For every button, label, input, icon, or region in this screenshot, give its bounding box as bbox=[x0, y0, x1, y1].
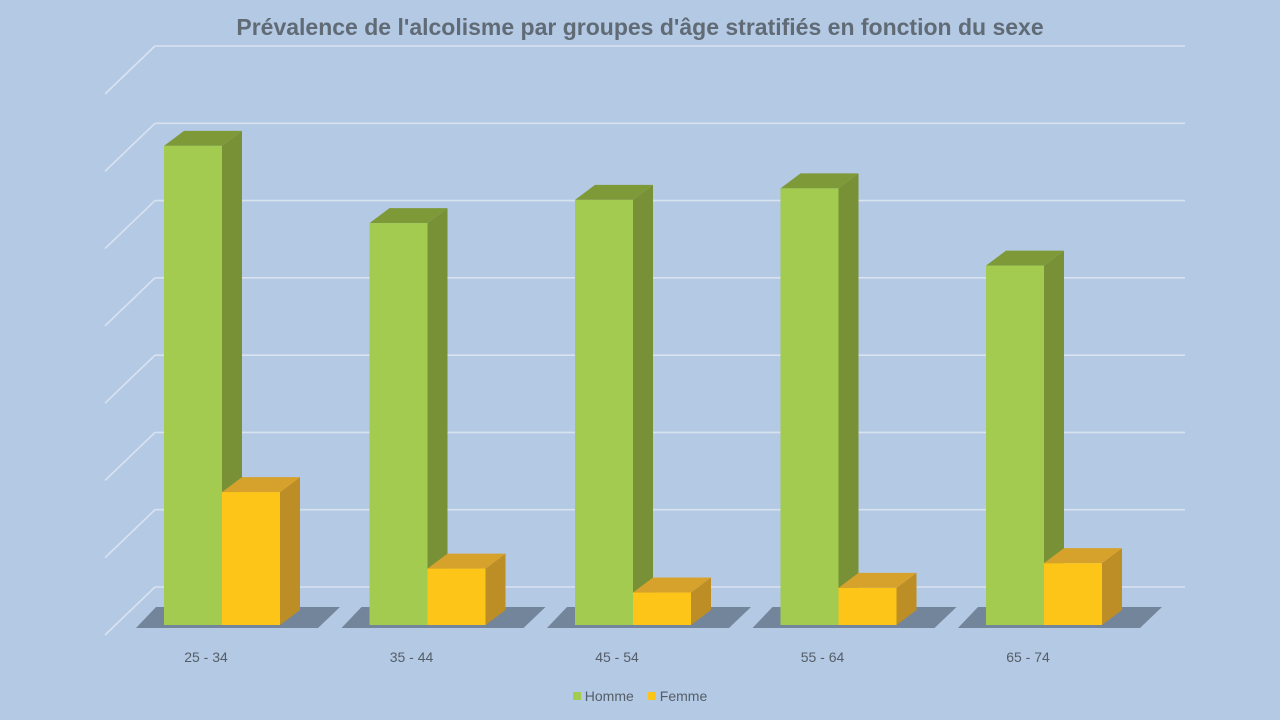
bar-front bbox=[1044, 563, 1102, 625]
bar-femme-35-44 bbox=[427, 553, 506, 625]
gridline-depth bbox=[104, 431, 156, 482]
bar-front bbox=[838, 587, 897, 625]
bar-side bbox=[427, 208, 448, 625]
bar-front bbox=[427, 568, 486, 625]
gridline-depth bbox=[104, 199, 156, 250]
x-tick-label: 25 - 34 bbox=[184, 649, 228, 665]
legend-item-femme: Femme bbox=[647, 688, 708, 704]
bar-top bbox=[222, 477, 300, 493]
chart-title: Prévalence de l'alcolisme par groupes d'… bbox=[236, 14, 1044, 40]
gridline-depth bbox=[104, 509, 156, 559]
gridline-depth bbox=[104, 122, 156, 172]
gridline-depth bbox=[104, 586, 156, 636]
bar-side bbox=[896, 572, 917, 625]
bar-femme-55-64 bbox=[838, 572, 917, 625]
gridline-depth bbox=[104, 277, 156, 327]
bar-front bbox=[986, 265, 1044, 625]
bar-top bbox=[838, 572, 917, 588]
legend-swatch-homme bbox=[572, 692, 581, 700]
bar-homme-65-74 bbox=[986, 250, 1064, 625]
bar-side bbox=[838, 173, 859, 626]
bar-homme-45-54 bbox=[575, 184, 653, 625]
bar-front bbox=[780, 188, 839, 626]
legend-swatch-femme bbox=[647, 692, 656, 700]
gridline-depth bbox=[104, 45, 156, 95]
bar-top bbox=[780, 173, 859, 189]
bar-side bbox=[1044, 250, 1064, 625]
bar-top bbox=[633, 577, 711, 593]
gridline-depth bbox=[104, 354, 156, 404]
bar-top bbox=[575, 184, 653, 200]
bar-front bbox=[369, 223, 428, 625]
bar-side bbox=[280, 477, 300, 625]
bar-layer bbox=[164, 130, 1122, 626]
legend: Homme Femme bbox=[0, 688, 1280, 704]
bar-femme-65-74 bbox=[1044, 548, 1122, 625]
bar-top bbox=[427, 553, 506, 569]
bar-side bbox=[485, 553, 506, 625]
bar-femme-25-34 bbox=[222, 477, 300, 625]
bar-homme-55-64 bbox=[780, 173, 859, 626]
legend-label-femme: Femme bbox=[659, 688, 708, 704]
x-tick-label: 55 - 64 bbox=[801, 649, 845, 665]
bar-front bbox=[164, 145, 222, 626]
bar-top bbox=[369, 208, 448, 224]
bar-femme-45-54 bbox=[633, 577, 711, 625]
bar-top bbox=[986, 250, 1064, 266]
bar-front bbox=[222, 492, 280, 625]
x-tick-label: 65 - 74 bbox=[1006, 649, 1050, 665]
legend-item-homme: Homme bbox=[572, 688, 634, 704]
bar-side bbox=[633, 184, 653, 625]
x-tick-labels: 25 - 34 35 - 44 45 - 54 55 - 64 65 - 74 bbox=[184, 649, 1050, 665]
legend-label-homme: Homme bbox=[584, 688, 634, 704]
bar-side bbox=[1102, 548, 1122, 625]
bar-homme-35-44 bbox=[369, 208, 448, 625]
bar-top bbox=[1044, 548, 1122, 564]
x-tick-label: 45 - 54 bbox=[595, 649, 639, 665]
bar-front bbox=[633, 592, 691, 625]
bar-side bbox=[691, 577, 711, 625]
bar-front bbox=[575, 199, 633, 625]
bar-top bbox=[164, 130, 242, 146]
x-tick-label: 35 - 44 bbox=[390, 649, 434, 665]
